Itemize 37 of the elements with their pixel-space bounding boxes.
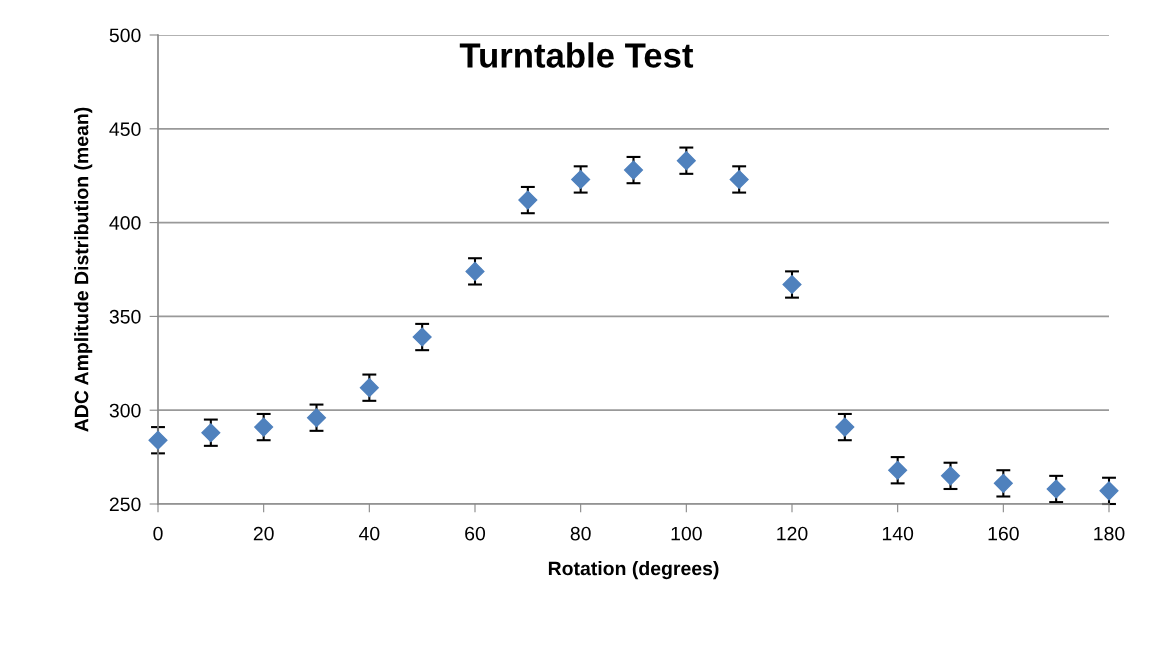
point — [993, 473, 1013, 493]
x-tick-label: 0 — [153, 526, 163, 541]
y-axis-title: ADC Amplitude Distribution (mean) — [74, 107, 93, 432]
y-tick-label: 250 — [109, 497, 141, 512]
x-tick-label: 80 — [570, 526, 591, 541]
x-tick-label: 20 — [253, 526, 274, 541]
point — [306, 408, 327, 428]
y-tick-label: 350 — [109, 309, 141, 324]
x-tick-label: 60 — [465, 526, 486, 541]
point — [888, 460, 908, 480]
x-tick-label: 140 — [882, 526, 914, 541]
point — [201, 423, 221, 443]
point — [623, 160, 644, 180]
point — [571, 169, 591, 189]
point — [254, 417, 274, 437]
chart-title: Turntable Test — [459, 42, 694, 68]
point — [1099, 481, 1119, 501]
x-tick-label: 40 — [358, 526, 380, 541]
point — [1046, 479, 1066, 499]
point — [412, 327, 432, 347]
x-tick-label: 160 — [988, 526, 1019, 541]
point — [940, 466, 961, 486]
x-tick-label: 100 — [671, 526, 702, 541]
y-tick-label: 450 — [109, 122, 141, 137]
y-tick-label: 300 — [109, 403, 141, 418]
point — [835, 417, 855, 437]
point — [359, 378, 379, 398]
y-tick-label: 500 — [109, 28, 141, 43]
point — [676, 151, 696, 171]
x-tick-label: 180 — [1094, 526, 1125, 541]
x-axis-title: Rotation (degrees) — [548, 561, 719, 580]
point — [148, 430, 168, 450]
x-tick-label: 120 — [777, 526, 808, 541]
point — [518, 190, 538, 210]
point — [465, 261, 485, 281]
y-tick-label: 400 — [109, 216, 141, 230]
point — [729, 169, 749, 189]
